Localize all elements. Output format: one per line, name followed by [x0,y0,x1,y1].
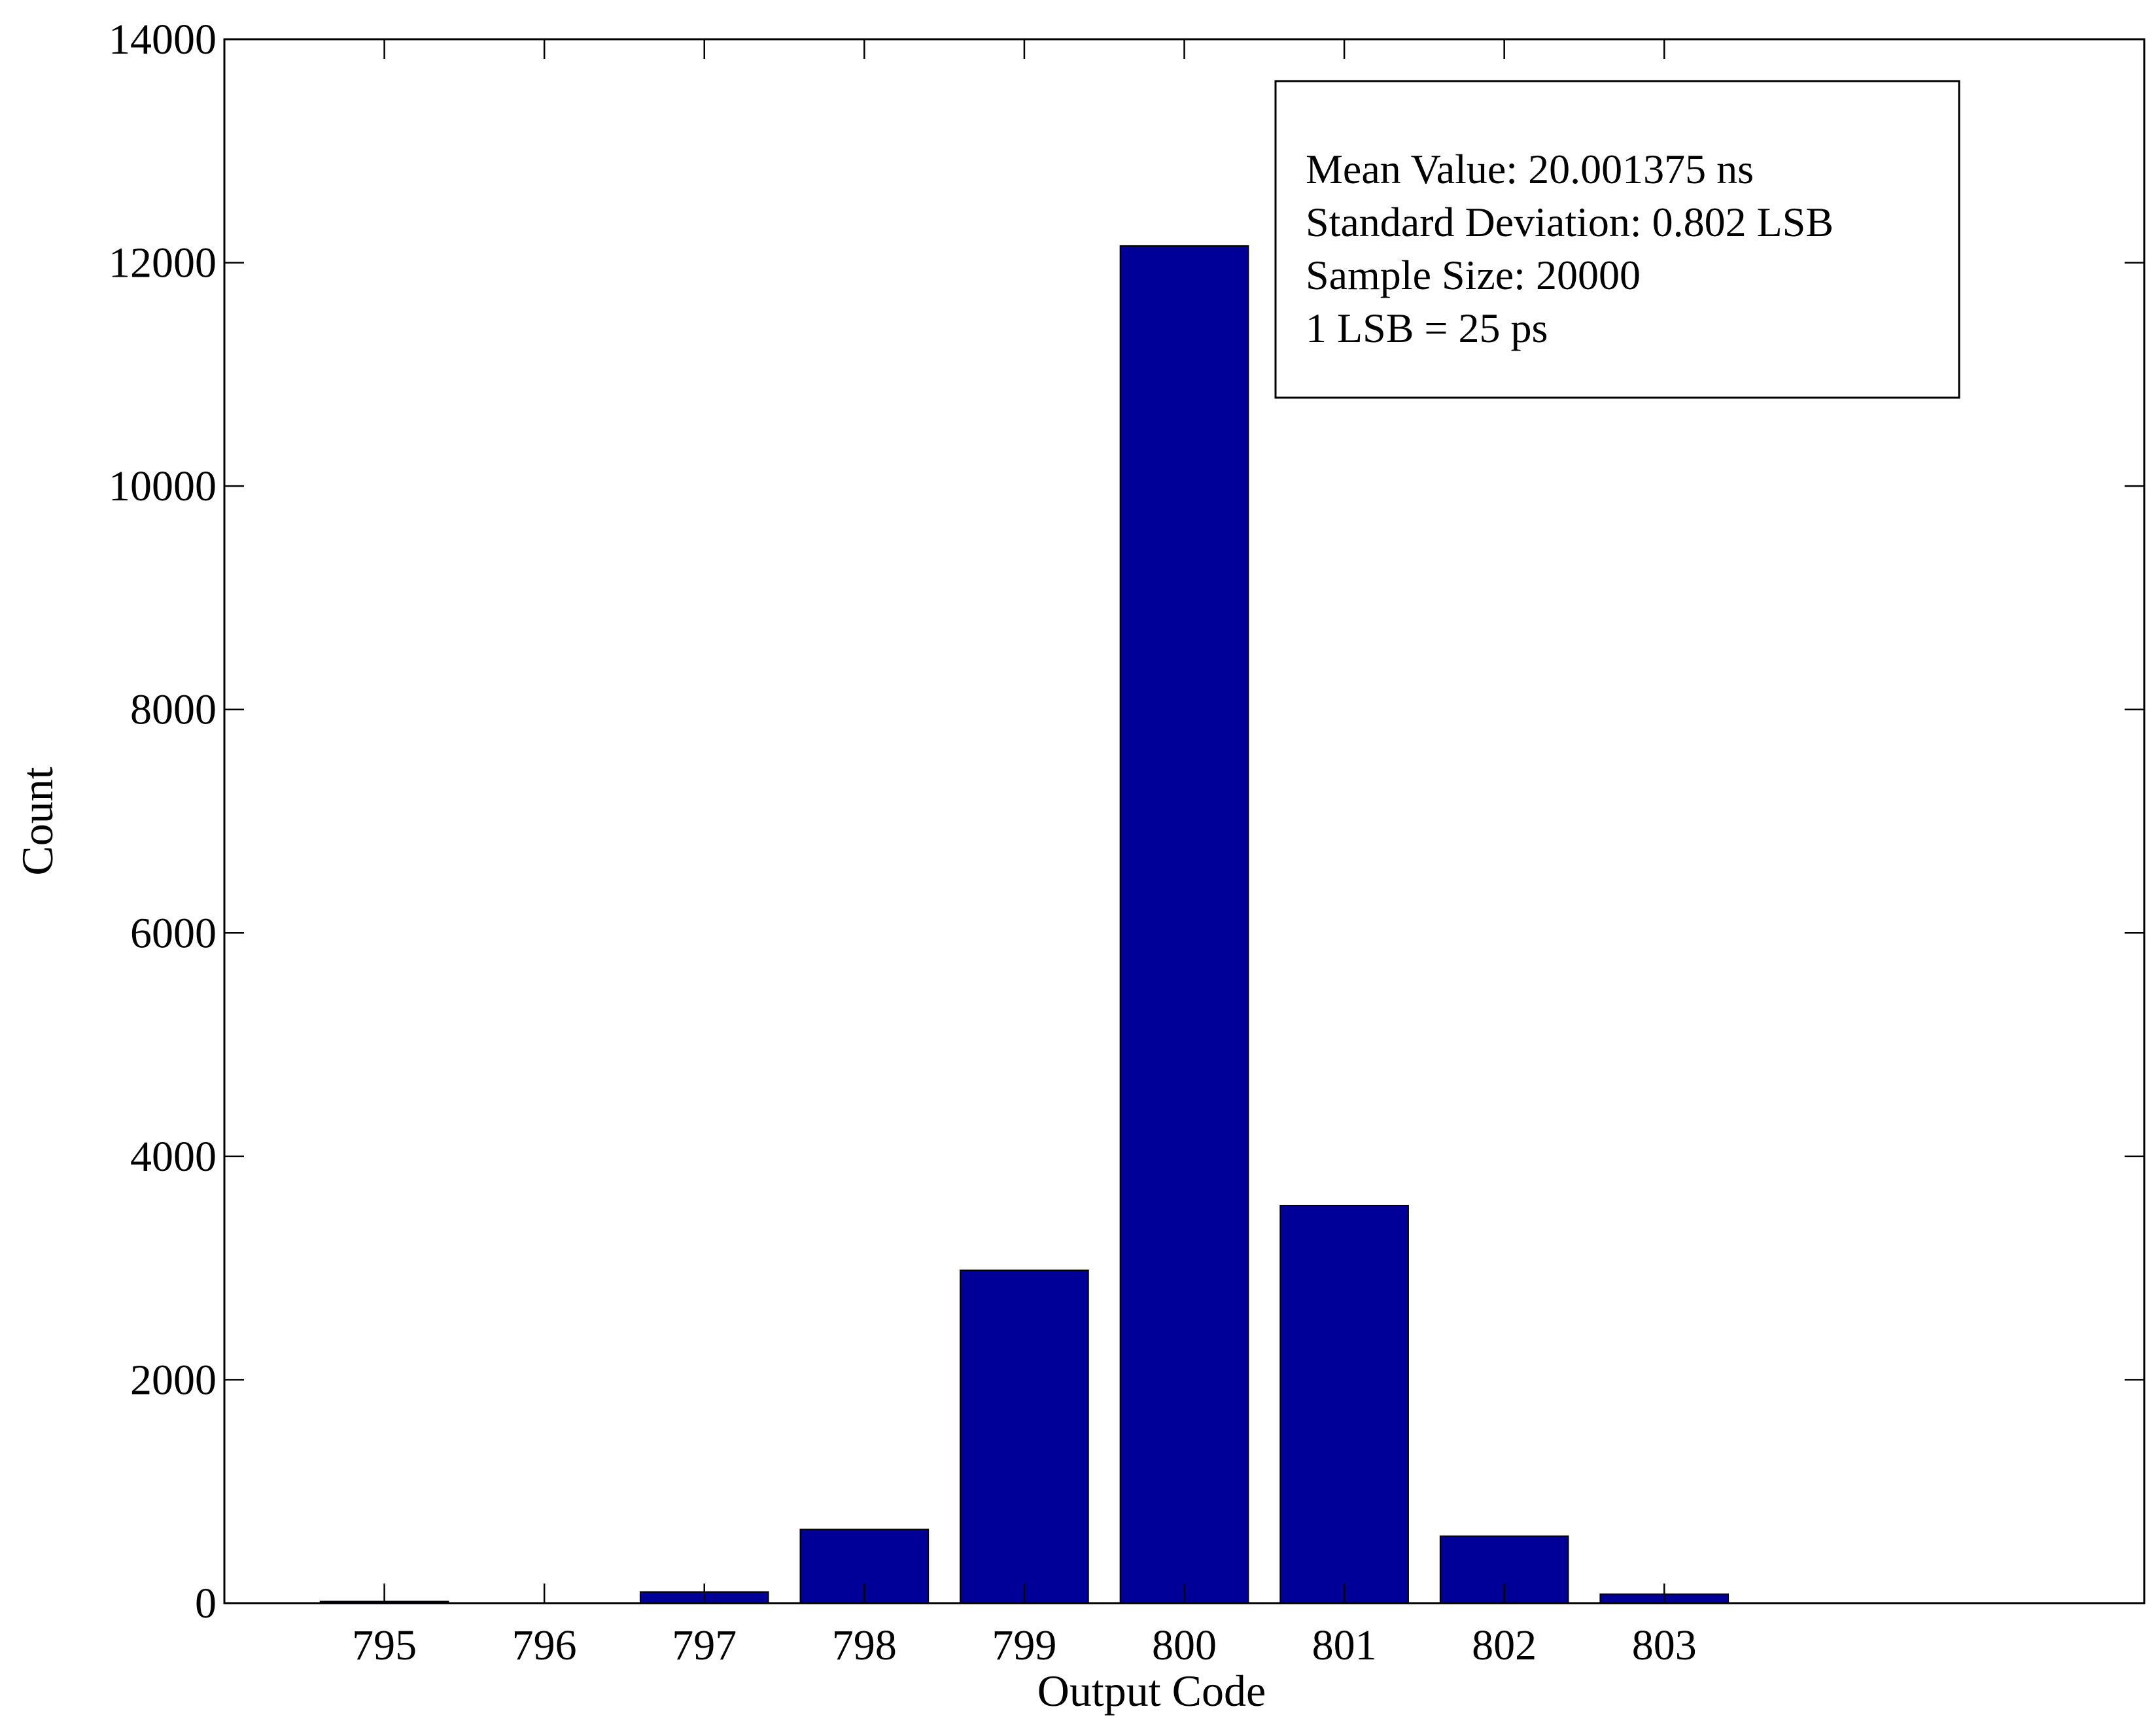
bars-group [319,245,1730,1604]
annotation-mean-value: Mean Value: 20.001375 ns [1306,146,1754,192]
x-tick-label-800: 800 [1152,1621,1217,1669]
annotation-frame [1274,80,1960,399]
annotation-sample-size: Sample Size: 20000 [1306,252,1641,298]
annotation-lsb-definition: 1 LSB = 25 ps [1306,305,1548,351]
x-axis-label: Output Code [1037,1666,1266,1716]
y-tick-label-14000: 14000 [109,16,217,63]
x-tick-label-801: 801 [1312,1621,1377,1669]
x-tick-label-798: 798 [832,1621,897,1669]
y-tick-label-8000: 8000 [130,686,217,734]
x-tick-label-799: 799 [992,1621,1056,1669]
x-axis-ticks: 795 796 797 798 799 800 801 802 803 [352,39,1697,1669]
bar-799 [960,1270,1089,1604]
stats-annotation-box: Mean Value: 20.001375 ns Standard Deviat… [1274,80,1960,399]
y-axis-ticks: 0 2000 4000 6000 8000 10000 12000 14000 [109,16,2144,1627]
y-axis-label: Count [12,767,62,875]
x-tick-label-797: 797 [672,1621,737,1669]
y-tick-label-10000: 10000 [109,462,217,510]
y-tick-label-2000: 2000 [130,1356,217,1404]
x-tick-label-803: 803 [1632,1621,1697,1669]
y-tick-label-0: 0 [195,1580,217,1627]
y-tick-label-4000: 4000 [130,1133,217,1181]
bar-800 [1119,245,1249,1604]
x-tick-label-796: 796 [512,1621,577,1669]
x-tick-label-795: 795 [352,1621,417,1669]
y-tick-label-6000: 6000 [130,909,217,957]
bar-801 [1279,1205,1409,1604]
y-tick-label-12000: 12000 [109,239,217,287]
annotation-standard-deviation: Standard Deviation: 0.802 LSB [1306,199,1834,245]
x-tick-label-802: 802 [1472,1621,1537,1669]
